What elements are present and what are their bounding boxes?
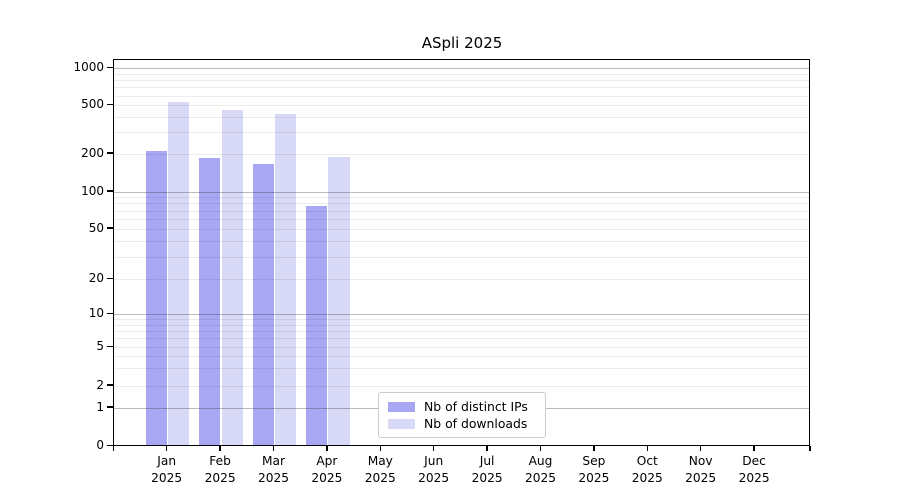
y-tick-label: 500 — [81, 97, 104, 112]
x-tick-mark — [112, 445, 114, 451]
bar-downloads-feb — [221, 110, 243, 446]
legend: Nb of distinct IPs Nb of downloads — [378, 391, 546, 438]
y-tick-mark — [106, 190, 113, 192]
y-tick-mark — [106, 406, 113, 408]
y-tick-label: 0 — [96, 438, 104, 453]
chart-title: ASpli 2025 — [421, 34, 503, 52]
x-tick-label-apr: Apr 2025 — [311, 454, 343, 485]
x-tick-mark — [700, 445, 702, 451]
x-tick-mark — [539, 445, 542, 451]
x-tick-label-oct: Oct 2025 — [631, 454, 663, 485]
major-gridline — [114, 68, 809, 70]
x-tick-mark — [272, 445, 275, 451]
y-tick-label: 200 — [81, 145, 104, 160]
minor-gridline — [114, 153, 809, 155]
legend-label-downloads: Nb of downloads — [424, 416, 528, 431]
x-tick-mark — [809, 445, 811, 451]
y-tick-label: 5 — [96, 339, 104, 353]
legend-swatch-distinct-ips — [388, 401, 415, 412]
bar-distinct-ips-feb — [199, 157, 221, 446]
x-tick-mark — [166, 445, 168, 451]
legend-item-distinct-ips: Nb of distinct IPs — [388, 399, 536, 415]
bar-distinct-ips-mar — [252, 164, 274, 446]
legend-swatch-downloads — [388, 418, 415, 429]
minor-gridline — [114, 87, 809, 89]
bar-downloads-mar — [275, 114, 297, 446]
x-tick-mark — [593, 445, 595, 451]
y-tick-mark — [106, 104, 113, 106]
y-tick-label: 1 — [96, 399, 104, 414]
x-tick-label-feb: Feb 2025 — [204, 454, 236, 485]
legend-label-distinct-ips: Nb of distinct IPs — [424, 399, 528, 414]
y-tick-label: 100 — [81, 183, 104, 198]
y-tick-mark — [106, 227, 113, 229]
bar-downloads-jan — [168, 101, 190, 446]
x-tick-mark — [486, 445, 488, 451]
y-tick-label: 10 — [88, 305, 104, 320]
y-tick-label: 1000 — [73, 60, 104, 75]
x-tick-label-jan: Jan 2025 — [151, 454, 183, 485]
y-tick-mark — [106, 67, 113, 69]
x-tick-label-jun: Jun 2025 — [418, 454, 450, 485]
x-tick-mark — [433, 445, 435, 451]
minor-gridline — [114, 105, 809, 107]
legend-item-downloads: Nb of downloads — [388, 416, 536, 432]
x-tick-label-jul: Jul 2025 — [471, 454, 503, 485]
x-tick-label-aug: Aug 2025 — [524, 454, 557, 485]
minor-gridline — [114, 117, 809, 119]
y-tick-mark — [106, 384, 113, 386]
x-tick-mark — [219, 445, 221, 451]
x-tick-label-nov: Nov 2025 — [685, 454, 717, 485]
plot-area — [113, 58, 810, 446]
y-tick-label: 20 — [88, 271, 104, 285]
y-tick-label: 2 — [96, 377, 104, 392]
x-tick-mark — [326, 445, 328, 451]
y-tick-mark — [106, 312, 113, 315]
x-tick-mark — [753, 445, 755, 451]
bar-distinct-ips-apr — [306, 205, 328, 446]
x-tick-mark — [379, 445, 381, 451]
y-tick-mark — [106, 345, 113, 348]
y-tick-mark — [106, 445, 113, 447]
y-tick-mark — [106, 277, 113, 280]
minor-gridline — [114, 80, 809, 82]
x-tick-label-mar: Mar 2025 — [257, 454, 290, 485]
bar-distinct-ips-jan — [145, 151, 168, 446]
x-tick-mark — [646, 445, 648, 451]
x-tick-label-may: May 2025 — [364, 454, 396, 485]
x-tick-label-dec: Dec 2025 — [738, 454, 770, 485]
y-tick-label: 50 — [88, 220, 104, 235]
minor-gridline — [114, 95, 809, 97]
bar-downloads-apr — [328, 157, 350, 446]
minor-gridline — [114, 132, 809, 134]
minor-gridline — [114, 73, 809, 75]
x-tick-label-sep: Sep 2025 — [578, 454, 610, 485]
y-tick-mark — [106, 152, 113, 154]
